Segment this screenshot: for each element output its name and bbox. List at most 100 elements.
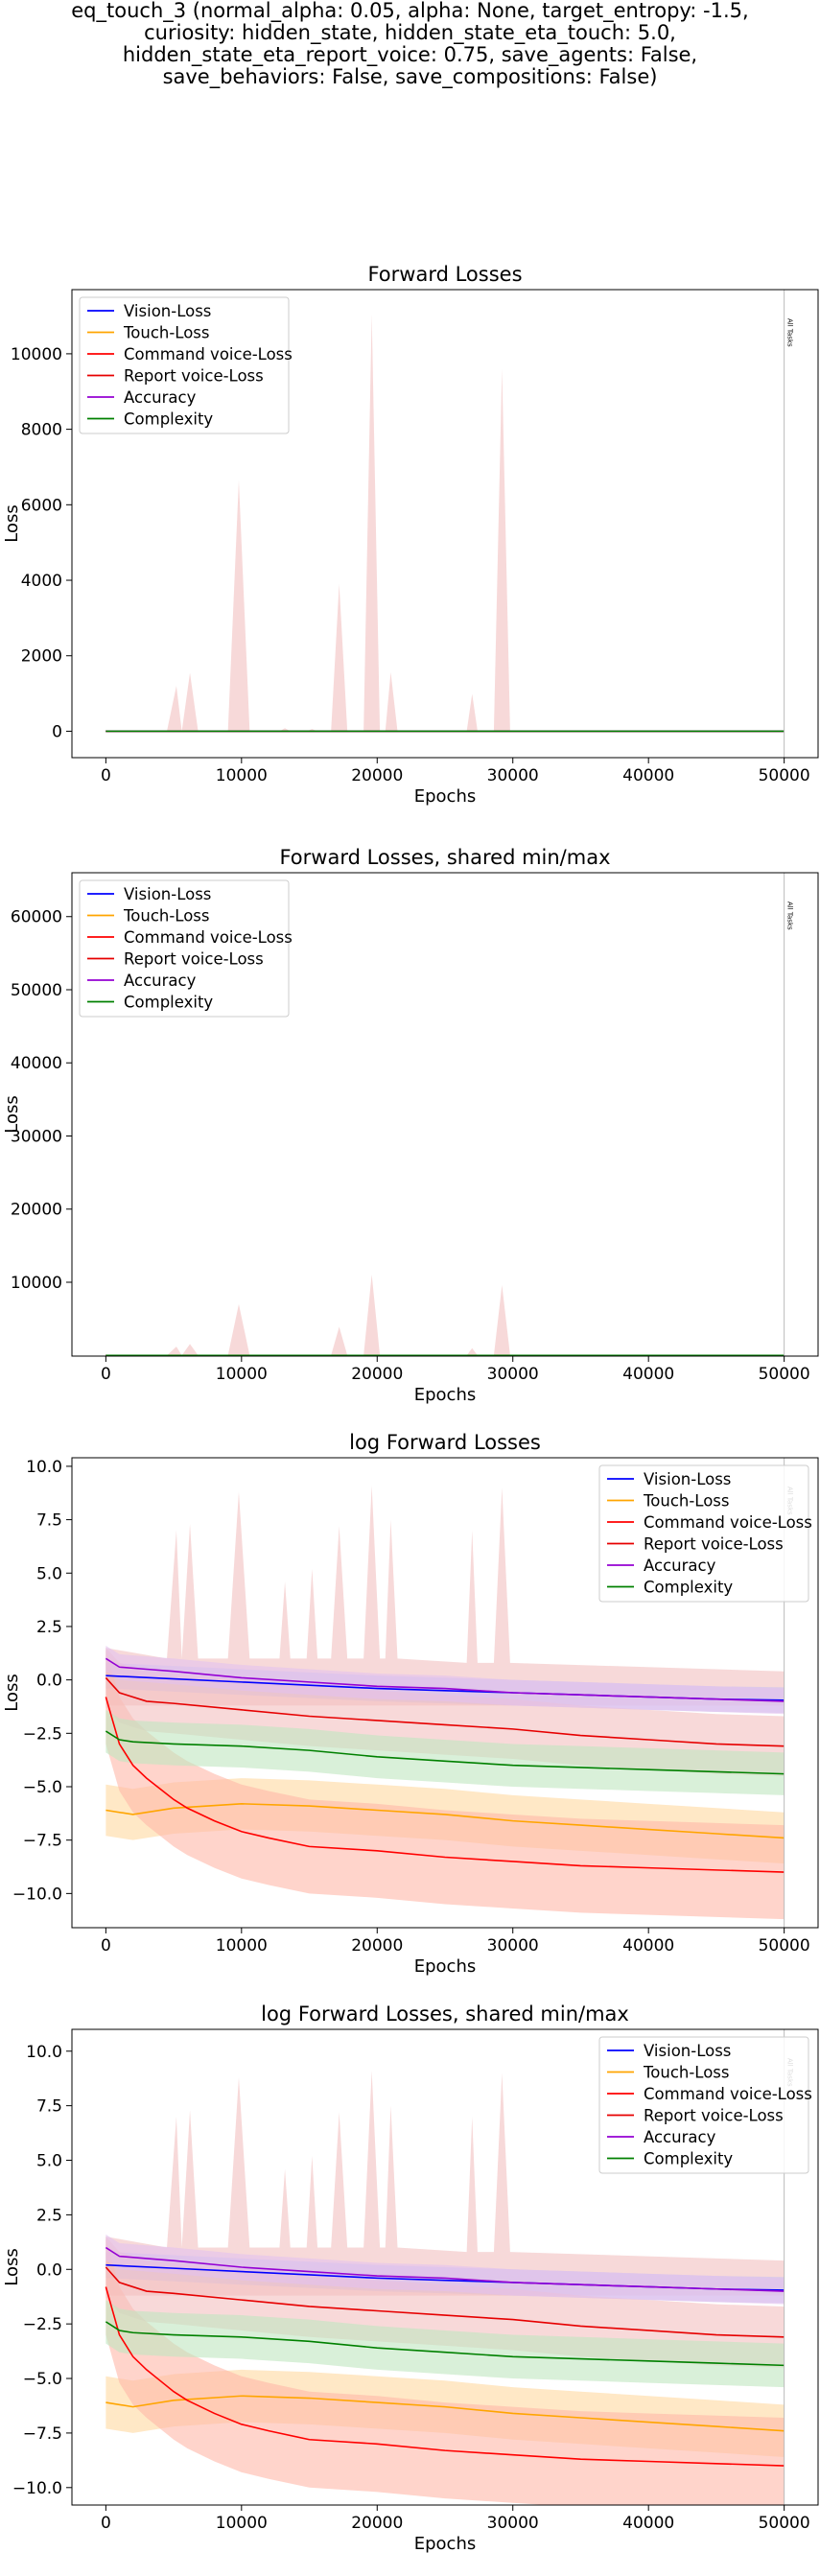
x-tick-label: 20000 bbox=[351, 1365, 403, 1384]
legend-entry: Touch-Loss bbox=[123, 324, 210, 342]
x-tick-label: 50000 bbox=[759, 1365, 810, 1384]
x-axis-label: Epochs bbox=[414, 1385, 477, 1405]
x-tick-label: 40000 bbox=[622, 766, 674, 785]
y-tick-label: 7.5 bbox=[36, 2097, 62, 2117]
series-line bbox=[105, 2395, 785, 2432]
legend-box bbox=[79, 296, 290, 434]
y-tick-label: 0 bbox=[52, 722, 62, 741]
legend-entry: Complexity bbox=[124, 410, 213, 429]
chart-forward-losses-shared: Forward Losses, shared min/max All Tasks 0… bbox=[2, 846, 819, 1405]
y-tick-label: 8000 bbox=[21, 421, 62, 440]
x-tick-label: 40000 bbox=[622, 1365, 674, 1384]
suptitle-line: curiosity: hidden_state, hidden_state_et… bbox=[144, 21, 676, 44]
y-tick-label: 5.0 bbox=[36, 1564, 62, 1583]
y-tick-label: 7.5 bbox=[36, 1511, 62, 1531]
plot-area bbox=[105, 1274, 785, 1356]
chart-title: Forward Losses bbox=[367, 263, 522, 286]
legend-entry: Accuracy bbox=[124, 388, 197, 407]
report-voice-band bbox=[105, 1274, 785, 1356]
legend-entry: Complexity bbox=[124, 994, 213, 1012]
legend-entry: Touch-Loss bbox=[643, 1492, 730, 1510]
x-tick-label: 10000 bbox=[216, 1365, 268, 1384]
plot-area bbox=[105, 1485, 785, 1920]
x-tick-label: 10000 bbox=[216, 2514, 268, 2533]
y-axis-label: Loss bbox=[2, 2248, 22, 2285]
series-line bbox=[105, 1697, 785, 1873]
x-tick-label: 0 bbox=[101, 766, 111, 785]
legend: Vision-Loss Touch-Loss Command voice-Loss R… bbox=[598, 2036, 812, 2174]
y-tick-label: 10.0 bbox=[26, 1458, 62, 1477]
x-tick-label: 50000 bbox=[759, 766, 810, 785]
series-band bbox=[105, 2236, 785, 2368]
axes-frame bbox=[71, 289, 819, 759]
y-tick-label: 10.0 bbox=[26, 2043, 62, 2062]
legend-entry: Report voice-Loss bbox=[644, 1535, 784, 1554]
y-tick-label: 40000 bbox=[11, 1054, 62, 1073]
x-tick-label: 30000 bbox=[487, 766, 539, 785]
y-tick-label: 20000 bbox=[11, 1201, 62, 1220]
legend-entry: Accuracy bbox=[644, 1557, 716, 1575]
series-band bbox=[105, 2238, 785, 2505]
x-axis-label: Epochs bbox=[414, 1956, 477, 1977]
legend: Vision-Loss Touch-Loss Command voice-Loss R… bbox=[79, 879, 293, 1018]
series-line bbox=[105, 2286, 785, 2467]
y-tick-label: 0.0 bbox=[36, 2260, 62, 2280]
series-band bbox=[105, 1648, 785, 1776]
x-tick-label: 20000 bbox=[351, 2514, 403, 2533]
y-tick-label: 2000 bbox=[21, 647, 62, 667]
axes-frame bbox=[71, 1457, 819, 1929]
y-tick-label: 10000 bbox=[11, 345, 62, 364]
chart-title: log Forward Losses, shared min/max bbox=[261, 2002, 629, 2026]
x-tick-label: 40000 bbox=[622, 1936, 674, 1955]
legend-entry: Complexity bbox=[644, 2150, 733, 2168]
series-line bbox=[105, 1803, 785, 1839]
legend-box bbox=[598, 2036, 809, 2174]
y-axis-label: Loss bbox=[2, 1095, 22, 1133]
y-tick-label: −2.5 bbox=[23, 1724, 62, 1744]
y-tick-label: 2.5 bbox=[36, 1618, 62, 1637]
legend-entry: Touch-Loss bbox=[643, 2064, 730, 2082]
y-tick-label: 2.5 bbox=[36, 2206, 62, 2225]
legend-entry: Vision-Loss bbox=[644, 2042, 731, 2060]
y-tick-label: 0.0 bbox=[36, 1672, 62, 1691]
series-line bbox=[105, 1730, 785, 1775]
legend-entry: Command voice-Loss bbox=[644, 2085, 812, 2103]
x-tick-label: 30000 bbox=[487, 2514, 539, 2533]
y-tick-label: 4000 bbox=[21, 572, 62, 591]
y-axis-label: Loss bbox=[2, 504, 22, 542]
series-band bbox=[105, 2300, 785, 2388]
y-tick-label: −5.0 bbox=[23, 2370, 62, 2389]
suptitle-line: eq_touch_3 (normal_alpha: 0.05, alpha: N… bbox=[71, 0, 749, 22]
legend-box bbox=[79, 879, 290, 1018]
x-tick-label: 10000 bbox=[216, 766, 268, 785]
x-tick-label: 0 bbox=[101, 2514, 111, 2533]
series-line bbox=[105, 2246, 785, 2292]
y-tick-label: 6000 bbox=[21, 496, 62, 515]
series-line bbox=[105, 1676, 785, 1747]
suptitle-line: hidden_state_eta_report_voice: 0.75, sav… bbox=[122, 43, 698, 66]
legend-entry: Command voice-Loss bbox=[124, 928, 293, 947]
x-tick-label: 30000 bbox=[487, 1365, 539, 1384]
legend-entry: Report voice-Loss bbox=[644, 2107, 784, 2125]
y-tick-label: −7.5 bbox=[23, 2424, 62, 2444]
legend: Vision-Loss Touch-Loss Command voice-Loss R… bbox=[79, 296, 293, 434]
x-tick-label: 40000 bbox=[622, 2514, 674, 2533]
legend-entry: Vision-Loss bbox=[644, 1470, 731, 1488]
legend-entry: Vision-Loss bbox=[124, 885, 211, 903]
y-tick-label: 10000 bbox=[11, 1274, 62, 1293]
plot-area bbox=[105, 314, 785, 733]
x-tick-label: 50000 bbox=[759, 1936, 810, 1955]
y-axis-label: Loss bbox=[2, 1674, 22, 1711]
legend-entry: Report voice-Loss bbox=[124, 950, 264, 969]
chart-title: log Forward Losses bbox=[349, 1431, 541, 1454]
x-tick-label: 10000 bbox=[216, 1936, 268, 1955]
legend-entry: Touch-Loss bbox=[123, 907, 210, 925]
figure-suptitle: eq_touch_3 (normal_alpha: 0.05, alpha: N… bbox=[0, 0, 820, 88]
all-tasks-label: All Tasks bbox=[786, 318, 794, 347]
y-tick-label: 5.0 bbox=[36, 2152, 62, 2171]
x-tick-label: 0 bbox=[101, 1365, 111, 1384]
series-band bbox=[105, 2234, 785, 2305]
